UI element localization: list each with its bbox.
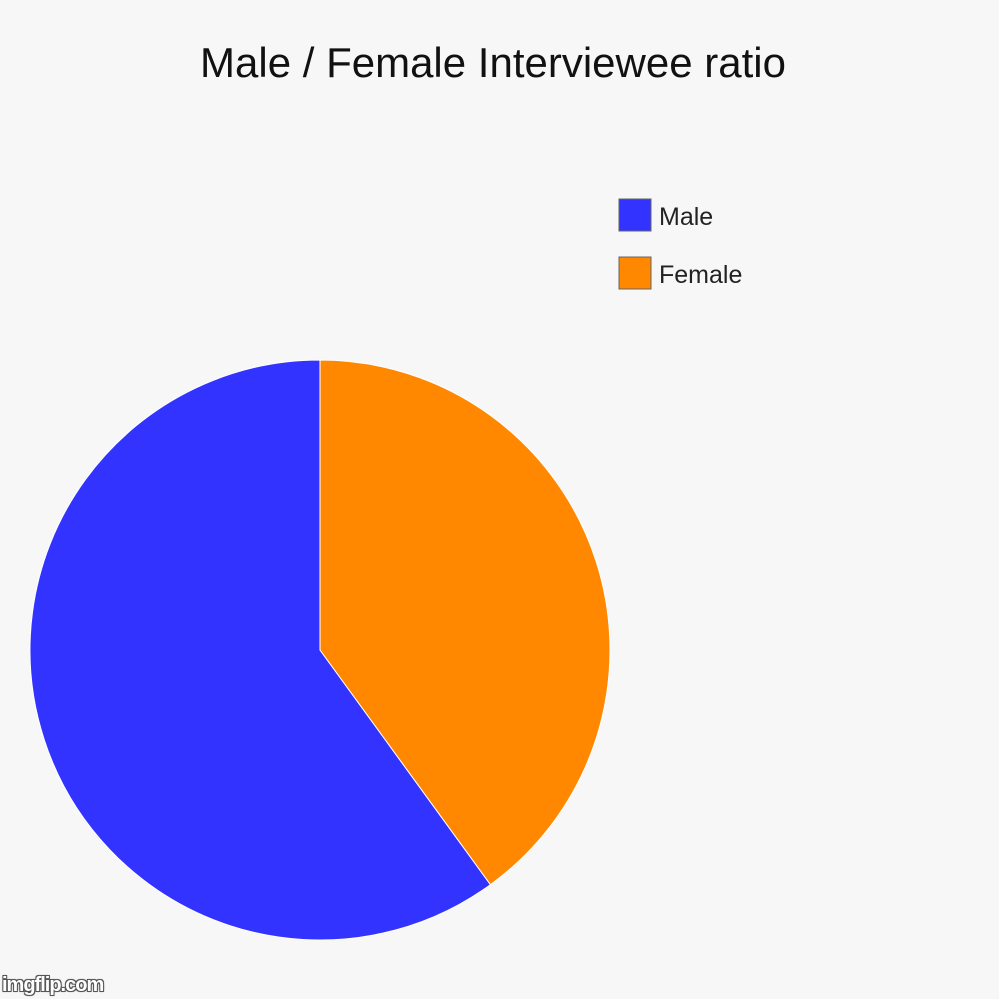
imgflip-watermark: imgflip.com: [2, 974, 104, 996]
legend-label-female: Female: [659, 261, 742, 289]
legend-swatch-female: [618, 256, 652, 290]
legend-label-male: Male: [659, 203, 713, 231]
legend-swatch-male: [618, 198, 652, 232]
pie-slices: [29, 359, 611, 941]
pie-slice-male: [29, 359, 492, 941]
legend: Male Female: [618, 198, 742, 290]
legend-item-male: Male: [618, 198, 713, 232]
pie-slice-female: [319, 359, 611, 886]
legend-item-female: Female: [618, 256, 742, 290]
chart-title: Male / Female Interviewee ratio: [200, 39, 786, 86]
